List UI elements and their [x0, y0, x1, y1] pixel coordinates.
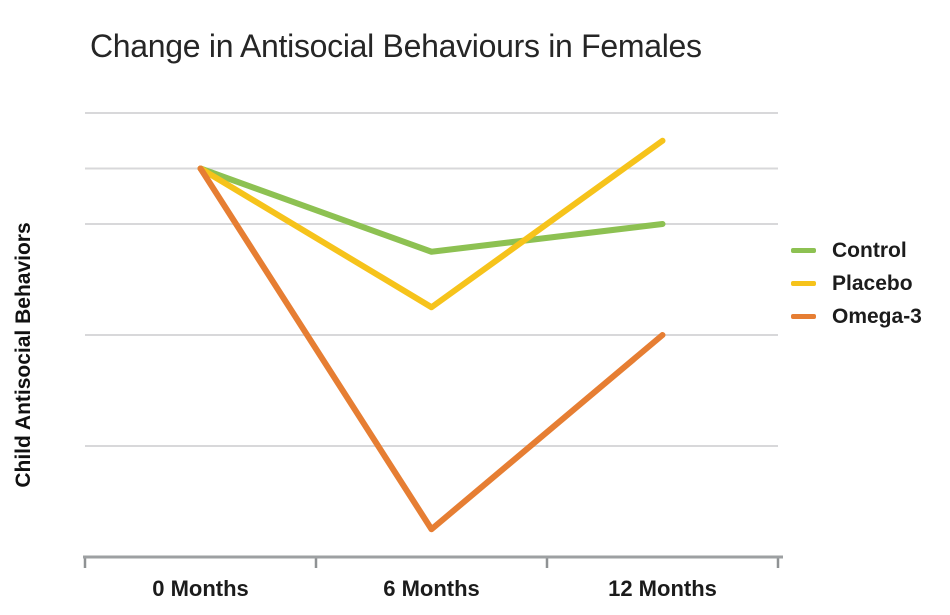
x-tick-label-0-months: 0 Months: [152, 576, 249, 601]
chart-legend: Control Placebo Omega-3: [791, 239, 922, 328]
legend-label-placebo: Placebo: [832, 271, 913, 295]
chart-title: Change in Antisocial Behaviours in Femal…: [90, 28, 702, 64]
legend-label-omega-3: Omega-3: [832, 304, 922, 328]
legend-item-placebo: Placebo: [791, 272, 922, 295]
legend-swatch-omega-3: [791, 314, 816, 319]
x-tick-label-12-months: 12 Months: [608, 576, 717, 601]
legend-item-control: Control: [791, 239, 922, 262]
legend-swatch-placebo: [791, 281, 816, 286]
x-tick-label-6-months: 6 Months: [383, 576, 480, 601]
legend-swatch-control: [791, 248, 816, 253]
series-line-omega-3: [197, 165, 666, 533]
legend-item-omega-3: Omega-3: [791, 305, 922, 328]
series-line-placebo: [197, 137, 666, 311]
legend-label-control: Control: [832, 238, 907, 262]
series-line-control: [197, 165, 666, 255]
